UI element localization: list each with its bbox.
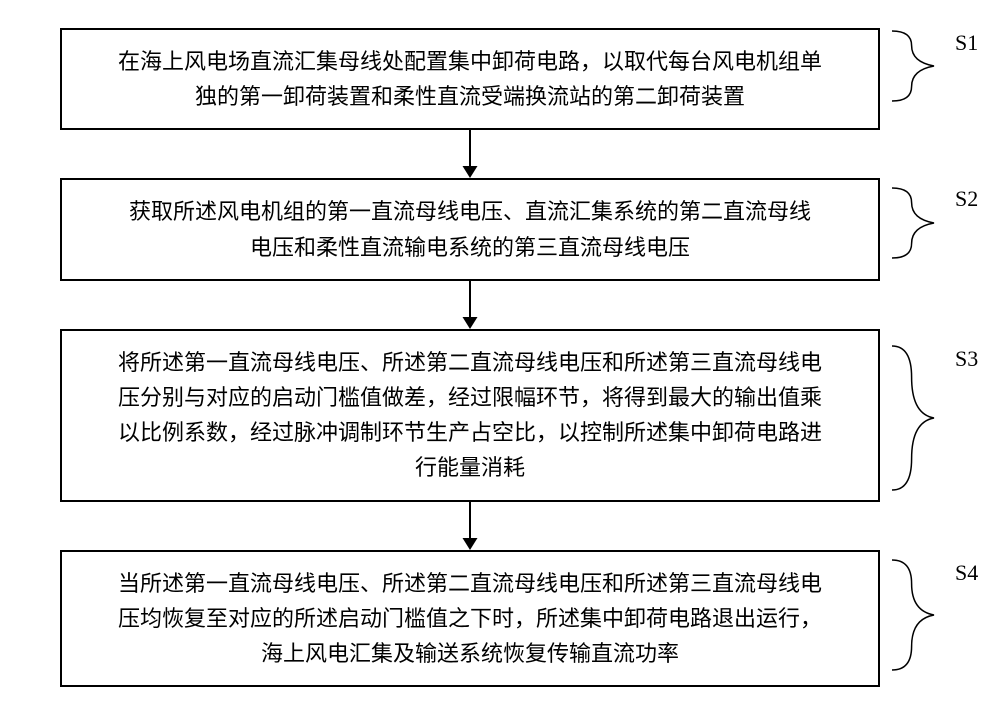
flow-step-s1: 在海上风电场直流汇集母线处配置集中卸荷电路，以取代每台风电机组单独的第一卸荷装置… <box>60 28 880 130</box>
arrow-down-icon <box>60 502 880 550</box>
flow-step-s2: 获取所述风电机组的第一直流母线电压、直流汇集系统的第二直流母线电压和柔性直流输电… <box>60 178 880 280</box>
step-text-line: 在海上风电场直流汇集母线处配置集中卸荷电路，以取代每台风电机组单 <box>80 44 860 79</box>
step-label-s3: S3 <box>955 346 978 372</box>
arrow-down-icon <box>60 130 880 178</box>
step-text-line: 压分别与对应的启动门槛值做差，经过限幅环节，将得到最大的输出值乘 <box>80 380 860 415</box>
step-text-line: 行能量消耗 <box>80 450 860 485</box>
step-label-s1: S1 <box>955 30 978 56</box>
step-label-s4: S4 <box>955 560 978 586</box>
flow-step-s4: 当所述第一直流母线电压、所述第二直流母线电压和所述第三直流母线电压均恢复至对应的… <box>60 550 880 688</box>
step-text-line: 压均恢复至对应的所述启动门槛值之下时，所述集中卸荷电路退出运行， <box>80 601 860 636</box>
arrow-down-icon <box>60 281 880 329</box>
step-text-line: 将所述第一直流母线电压、所述第二直流母线电压和所述第三直流母线电 <box>80 345 860 380</box>
step-text-line: 电压和柔性直流输电系统的第三直流母线电压 <box>80 230 860 265</box>
step-text-line: 以比例系数，经过脉冲调制环节生产占空比，以控制所述集中卸荷电路进 <box>80 415 860 450</box>
step-text-line: 当所述第一直流母线电压、所述第二直流母线电压和所述第三直流母线电 <box>80 566 860 601</box>
flow-step-s3: 将所述第一直流母线电压、所述第二直流母线电压和所述第三直流母线电压分别与对应的启… <box>60 329 880 502</box>
step-text-line: 独的第一卸荷装置和柔性直流受端换流站的第二卸荷装置 <box>80 79 860 114</box>
flowchart-container: 在海上风电场直流汇集母线处配置集中卸荷电路，以取代每台风电机组单独的第一卸荷装置… <box>60 28 880 687</box>
step-text-line: 获取所述风电机组的第一直流母线电压、直流汇集系统的第二直流母线 <box>80 194 860 229</box>
step-text-line: 海上风电汇集及输送系统恢复传输直流功率 <box>80 636 860 671</box>
step-label-s2: S2 <box>955 186 978 212</box>
